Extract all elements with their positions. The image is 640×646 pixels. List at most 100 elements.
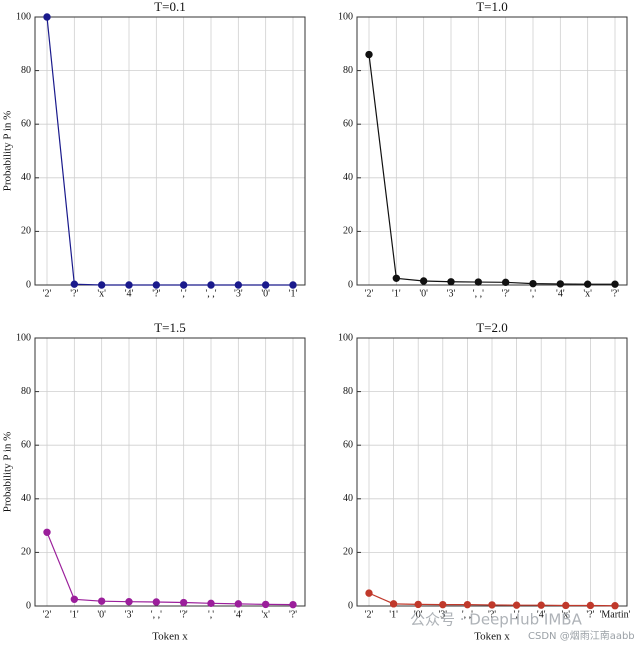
x-tick-label: '0' [419, 288, 428, 299]
x-tick-label: 'Martin' [600, 609, 631, 620]
point [365, 50, 373, 59]
point [97, 281, 106, 289]
x-tick-label: '?' [180, 609, 188, 620]
point [586, 601, 595, 610]
point [43, 528, 51, 536]
point [611, 602, 619, 610]
x-tick-label: ',' [208, 609, 214, 620]
x-tick-label: '1' [289, 288, 298, 299]
x-tick-label: ',' [181, 288, 187, 299]
point [474, 278, 483, 286]
x-tick-label: 'x' [261, 609, 270, 620]
point [261, 600, 270, 609]
y-axis-label: Probability P in % [2, 432, 14, 513]
point [125, 281, 133, 289]
x-tick-label: '1' [389, 609, 398, 620]
x-tick-label: '?' [289, 609, 297, 620]
point [234, 600, 243, 608]
x-tick-label: '2' [365, 609, 374, 620]
x-tick-label: '3' [125, 609, 134, 620]
x-tick-label: '4' [234, 609, 243, 620]
point [152, 281, 161, 289]
subplot-title: T=1.0 [476, 0, 508, 14]
y-tick-label: 100 [16, 332, 31, 343]
point [419, 277, 428, 285]
x-tick-label: 'x' [97, 288, 106, 299]
y-tick-label: 0 [26, 600, 31, 611]
point [43, 13, 51, 21]
point [562, 601, 570, 610]
point [488, 601, 496, 609]
point [556, 280, 565, 288]
subplot-title: T=2.0 [476, 320, 508, 335]
y-tick-label: 60 [21, 439, 31, 450]
y-tick-label: 40 [343, 172, 353, 183]
y-tick-label: 40 [21, 172, 31, 183]
x-tick-label: 'x' [583, 288, 592, 299]
point [463, 600, 472, 609]
y-tick-label: 100 [16, 11, 31, 22]
point [289, 600, 297, 609]
x-tick-label: ', ,' [462, 609, 473, 620]
point [389, 600, 398, 608]
point [414, 600, 422, 609]
x-tick-label: ',' [514, 609, 520, 620]
y-tick-label: 80 [343, 65, 353, 76]
x-tick-label: '4' [125, 288, 134, 299]
point [70, 595, 79, 603]
point [537, 601, 545, 609]
y-tick-label: 0 [26, 279, 31, 290]
y-tick-label: 20 [343, 226, 353, 237]
x-tick-label: '?' [488, 609, 496, 620]
point [179, 281, 188, 289]
y-tick-label: 80 [21, 386, 31, 397]
point [125, 598, 133, 606]
x-tick-label: '?' [502, 288, 510, 299]
x-tick-label: '3' [438, 609, 447, 620]
x-tick-label: '2' [365, 288, 374, 299]
x-tick-label: '3' [447, 288, 456, 299]
x-tick-label: '2' [43, 609, 52, 620]
x-tick-label: '?' [611, 288, 619, 299]
point [234, 281, 243, 289]
x-tick-label: '0' [97, 609, 106, 620]
subplot-title: T=0.1 [154, 0, 186, 14]
y-tick-label: 80 [343, 386, 353, 397]
x-tick-label: '1' [70, 609, 79, 620]
point [97, 597, 106, 605]
y-axis-label: Probability P in % [2, 111, 14, 192]
point [207, 599, 215, 608]
point [261, 281, 270, 289]
x-tick-label: '2' [43, 288, 52, 299]
y-tick-label: 20 [21, 547, 31, 558]
x-tick-label: '1' [392, 288, 401, 299]
watermark: 公众号 · DeepHub IMBA [410, 611, 583, 629]
x-tick-label: '4' [556, 288, 565, 299]
x-tick-label: '4' [537, 609, 546, 620]
y-tick-label: 20 [343, 547, 353, 558]
x-axis-label: Token x [474, 631, 510, 643]
x-axis-label: Token x [152, 631, 188, 643]
y-tick-label: 0 [348, 279, 353, 290]
point [289, 281, 297, 289]
x-tick-label: '?' [152, 288, 160, 299]
point [365, 589, 373, 597]
x-tick-label: 'x' [561, 609, 570, 620]
point [447, 278, 455, 286]
point [512, 601, 521, 609]
y-tick-label: 60 [21, 118, 31, 129]
plot-frame [356, 16, 628, 286]
point [529, 279, 537, 288]
y-tick-label: 100 [338, 11, 353, 22]
point [392, 274, 401, 282]
y-tick-label: 100 [338, 332, 353, 343]
series-line [46, 532, 294, 606]
y-tick-label: 60 [343, 439, 353, 450]
x-tick-label: '?' [70, 288, 78, 299]
y-tick-label: 40 [343, 493, 353, 504]
series-line [368, 54, 615, 285]
y-tick-label: 80 [21, 65, 31, 76]
x-tick-label: ',' [530, 288, 536, 299]
point [207, 281, 215, 289]
